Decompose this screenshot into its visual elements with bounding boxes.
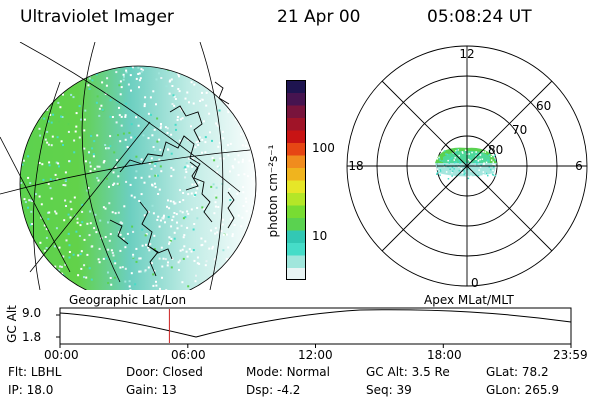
altplot-right-title: Apex MLat/MLT: [424, 293, 514, 307]
colorbar-swatch: [286, 80, 306, 93]
colorbar-swatch: [286, 105, 306, 118]
observation-date: 21 Apr 00: [277, 7, 361, 27]
info-glat: GLat: 78.2: [486, 365, 549, 379]
lat-label-80: 80: [488, 143, 503, 157]
geo-coastlines: [109, 81, 235, 277]
info-mode: Mode: Normal: [246, 365, 330, 379]
altplot-left-title: Geographic Lat/Lon: [69, 293, 187, 307]
mlt-label-6: 6: [575, 159, 583, 173]
colorbar-swatch: [286, 92, 306, 106]
altplot-ytick-9: 9.0: [22, 306, 42, 320]
colorbar-swatch: [286, 117, 306, 131]
altplot-xtick-0: 00:00: [44, 348, 79, 362]
colorbar-swatch: [286, 230, 306, 243]
altplot-xtick-1: 06:00: [171, 348, 206, 362]
geo-emission-disk: [20, 66, 256, 290]
info-door: Door: Closed: [126, 365, 203, 379]
colorbar-swatch: [286, 205, 306, 218]
altplot-xtick-4: 23:59: [553, 348, 588, 362]
mlt-label-12: 12: [459, 47, 474, 61]
info-seq: Seq: 39: [366, 383, 412, 397]
colorbar-swatch: [286, 192, 306, 206]
altplot-xtick-3: 18:00: [427, 348, 462, 362]
info-glon: GLon: 265.9: [486, 383, 559, 397]
info-gain: Gain: 13: [126, 383, 177, 397]
observation-time: 05:08:24 UT: [427, 7, 532, 27]
colorbar-swatch: [286, 167, 306, 181]
colorbar-tick-10: 10: [312, 229, 328, 243]
colorbar-swatch: [286, 267, 306, 280]
altitude-trace: [59, 309, 572, 338]
colorbar-swatch: [286, 180, 306, 193]
colorbar-tick-100: 100: [312, 141, 335, 155]
colorbar-swatch: [286, 142, 306, 156]
colorbar: [286, 80, 306, 280]
colorbar-swatch: [286, 255, 306, 268]
altplot-ytick-1-8: 1.8: [22, 330, 42, 344]
colorbar-swatch: [286, 242, 306, 256]
mlt-label-18: 18: [348, 159, 363, 173]
lat-label-60: 60: [536, 99, 551, 113]
colorbar-label: photon cm⁻²s⁻¹: [266, 144, 280, 238]
geo-gridlines: [0, 42, 251, 290]
colorbar-border: [286, 80, 306, 280]
mlt-label-0: 0: [471, 276, 479, 290]
colorbar-swatch: [286, 217, 306, 231]
lat-label-70: 70: [512, 123, 527, 137]
altitude-plot: [56, 307, 572, 348]
colorbar-swatch: [286, 155, 306, 168]
info-flt: Flt: LBHL: [8, 365, 62, 379]
polar-plot: 12 18 6 0 60 70 80: [346, 45, 588, 290]
altplot-xtick-2: 12:00: [298, 348, 333, 362]
info-ip: IP: 18.0: [8, 383, 54, 397]
info-gc-alt: GC Alt: 3.5 Re: [366, 365, 450, 379]
instrument-title: Ultraviolet Imager: [20, 7, 174, 27]
colorbar-swatch: [286, 130, 306, 143]
info-dsp: Dsp: -4.2: [246, 383, 301, 397]
geo-horizon: [19, 65, 257, 290]
geographic-image: [0, 42, 257, 290]
